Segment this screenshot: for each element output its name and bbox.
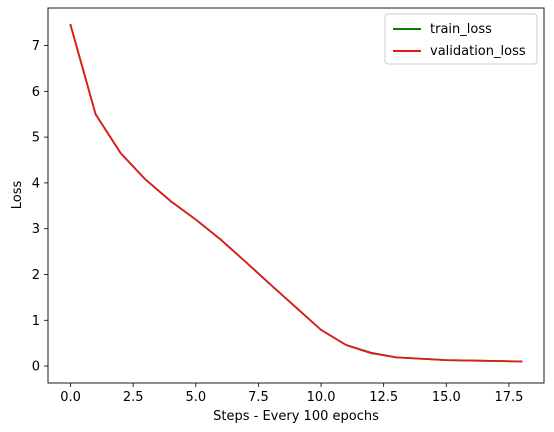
x-tick-label: 10.0 <box>307 390 336 405</box>
legend-box <box>384 13 538 65</box>
x-tick-label: 2.5 <box>123 390 144 405</box>
y-tick-label: 0 <box>32 360 40 375</box>
y-tick-label: 1 <box>32 314 40 329</box>
x-axis-ticks: 0.0 2.5 5.0 7.5 10.0 12.5 15.0 17.5 <box>60 383 523 405</box>
y-tick-label: 3 <box>32 222 40 237</box>
legend: train_loss validation_loss <box>384 13 538 65</box>
y-axis-label: Loss <box>10 181 25 210</box>
y-tick-label: 4 <box>32 176 40 191</box>
x-tick-label: 7.5 <box>248 390 269 405</box>
legend-label-train-loss: train_loss <box>430 22 492 37</box>
x-axis-label: Steps - Every 100 epochs <box>213 409 379 424</box>
y-tick-label: 7 <box>32 39 40 54</box>
x-tick-label: 5.0 <box>185 390 206 405</box>
y-tick-label: 6 <box>32 85 40 100</box>
legend-label-validation-loss: validation_loss <box>430 44 526 59</box>
series-line-validation-loss <box>69 23 523 363</box>
x-tick-label: 0.0 <box>60 390 81 405</box>
plot-frame <box>47 7 545 384</box>
y-tick-label: 2 <box>32 268 40 283</box>
x-tick-label: 12.5 <box>369 390 398 405</box>
series-layer <box>69 23 523 363</box>
plot-area <box>48 8 544 383</box>
y-tick-label: 5 <box>32 131 40 146</box>
x-tick-label: 15.0 <box>432 390 461 405</box>
y-axis-ticks: 0 1 2 3 4 5 6 7 <box>32 39 48 375</box>
x-tick-label: 17.5 <box>494 390 523 405</box>
